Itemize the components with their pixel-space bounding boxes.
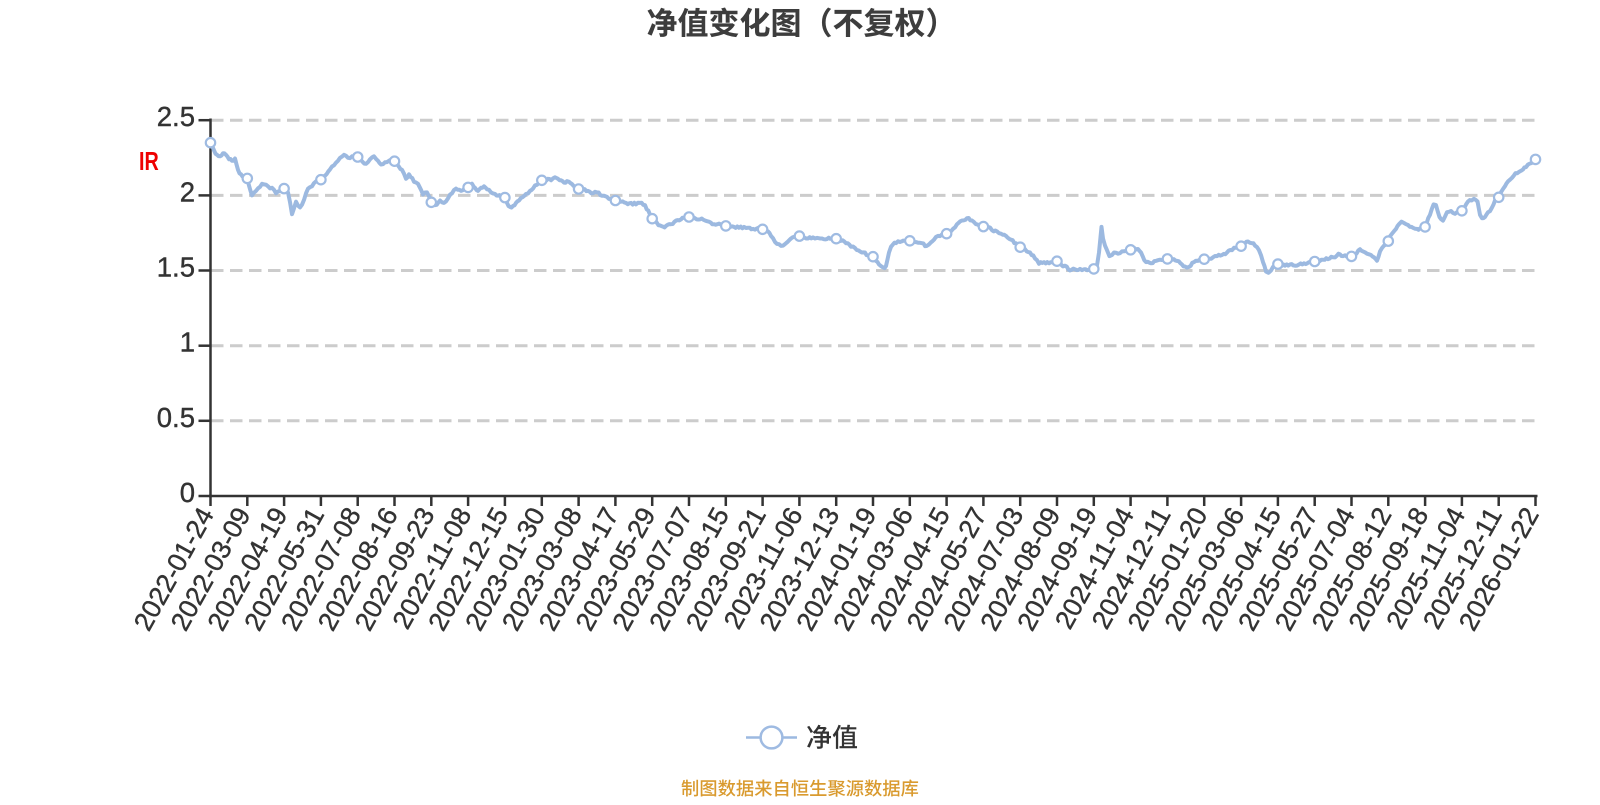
svg-text:0.5: 0.5 [157,402,195,433]
svg-text:2: 2 [180,176,195,207]
svg-text:1.5: 1.5 [157,252,195,283]
svg-text:2.5: 2.5 [157,101,195,132]
svg-text:1: 1 [180,327,195,358]
svg-text:IR: IR [139,146,159,175]
svg-text:0: 0 [180,477,195,508]
